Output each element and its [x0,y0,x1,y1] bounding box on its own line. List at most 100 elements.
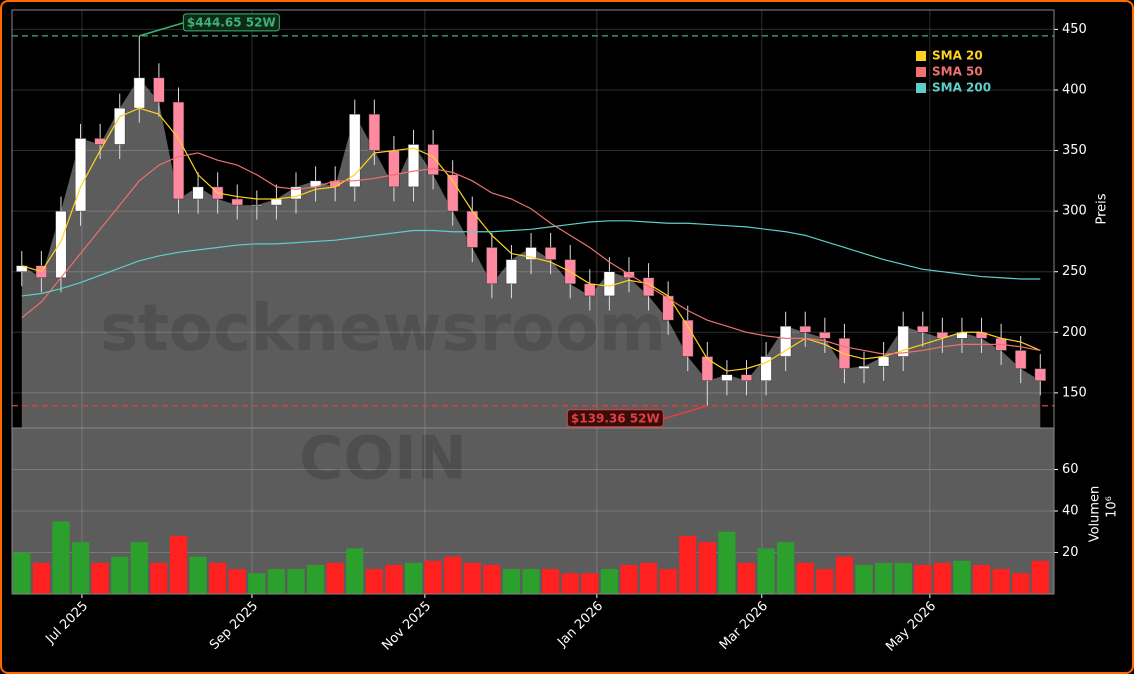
candle-body [114,107,126,145]
y-tick-label: 450 [1062,22,1087,37]
volume-bar [953,560,971,594]
candle-body [603,271,616,297]
volume-bar [111,556,129,594]
candle-body [1034,368,1046,381]
volume-bar [542,569,560,594]
volume-bar [522,569,540,594]
volume-bar [737,562,756,594]
volume-bar [91,562,109,594]
candle-body [74,138,87,212]
volume-bar [424,560,442,594]
candle-body [877,356,890,367]
y-axis-multiplier: 10⁶ [1105,496,1120,518]
y-tick-label: 60 [1062,462,1079,477]
y-axis-label: Preis [1095,193,1110,224]
candle-body [917,325,929,333]
candle-body [486,247,498,285]
x-tick-label: Sep 2025 [207,599,261,653]
volume-bar [1012,573,1030,594]
volume-bar [169,535,188,594]
candle-body [290,186,302,200]
volume-bar [679,535,697,594]
candle-body [349,113,361,188]
x-tick-label: Jul 2025 [43,599,92,648]
x-tick-label: Mar 2026 [717,599,771,653]
candle-body [133,77,145,109]
candle-body [505,259,518,285]
y-axis-label: Volumen [1088,486,1103,543]
volume-bar [796,562,814,594]
annotation-label: $444.65 52W [187,15,276,29]
candle-body [407,144,420,188]
volume-bar [1031,560,1049,594]
candle-body [819,332,831,339]
volume-bar [189,556,207,594]
annotation-box [182,13,280,32]
volume-bar [346,548,364,594]
volume-bar [855,564,873,594]
volume-bar [639,562,658,594]
annotation-label: $139.36 52W [571,411,660,425]
volume-bar [835,556,854,594]
volume-bar [267,569,286,594]
annotation-arrow [663,405,708,420]
candle-body [799,325,811,333]
candle-body [270,198,283,206]
candle-body [897,325,909,357]
legend-label: SMA 20 [932,49,983,63]
volume-bar [894,562,912,594]
volume-bar [777,542,795,594]
volume-bar [365,569,383,594]
volume-bar [306,564,325,594]
candle-body [584,283,596,297]
candle-body [721,374,733,381]
candle-body [1015,350,1027,369]
volume-bar [385,564,403,594]
x-tick-label: Jan 2026 [554,599,606,651]
volume-bar [874,562,893,594]
watermark: stocknewsroom [100,292,666,366]
legend-swatch [916,67,926,77]
candle-body [427,144,439,176]
candle-body [55,210,67,279]
volume-bar [228,569,246,594]
sma-line [21,152,1041,355]
volume-bar [581,573,599,594]
volume-bar [502,569,521,594]
volume-bar [71,542,90,594]
volume-bar [561,573,579,594]
candle-body [388,150,400,188]
annotation-box [566,409,664,428]
volume-bar [698,542,716,594]
y-tick-label: 350 [1062,143,1087,158]
candle-body [780,325,792,357]
volume-bar [150,562,168,594]
y-tick-label: 150 [1062,385,1087,400]
annotation-arrow [139,22,184,37]
volume-frame [11,427,1055,595]
volume-bar [248,573,266,594]
volume-bar [130,542,148,594]
volume-bar [914,564,932,594]
y-tick-label: 40 [1062,504,1079,519]
candle-body [447,174,459,212]
volume-bar [52,521,70,594]
volume-bar [32,562,50,594]
candle-body [701,356,713,381]
volume-bar [620,564,638,594]
volume-bar [972,564,991,594]
volume-bar [463,562,481,594]
volume-bar [287,569,305,594]
volume-bar [209,562,227,594]
y-tick-label: 250 [1062,264,1087,279]
candle-body [153,77,165,103]
volume-bar [992,569,1010,594]
y-tick-label: 200 [1062,325,1087,340]
candle-body [760,356,772,381]
x-tick-label: Nov 2025 [379,599,434,654]
y-tick-label: 400 [1062,82,1087,97]
candle-body [251,204,263,207]
y-tick-label: 20 [1062,545,1079,560]
x-tick-label: May 2026 [883,599,939,655]
